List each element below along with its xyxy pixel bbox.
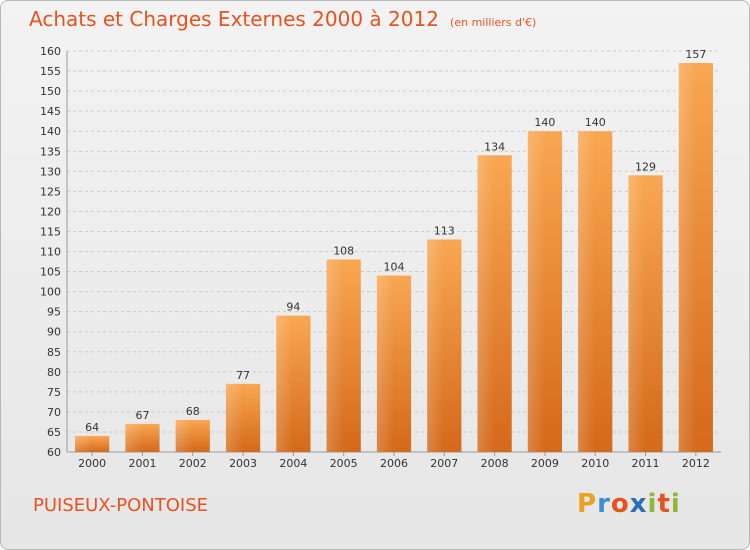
x-tick-label: 2000 [78, 457, 106, 470]
y-tick-label: 150 [40, 85, 61, 98]
y-tick-label: 90 [47, 326, 61, 339]
bar-highlight [326, 259, 344, 452]
bar-group [175, 419, 210, 452]
y-tick-label: 120 [40, 205, 61, 218]
logo-letter: t [657, 489, 671, 519]
logo-letter: i [647, 489, 658, 519]
y-tick-label: 140 [40, 125, 61, 138]
data-label: 94 [286, 301, 300, 314]
y-tick-label: 125 [40, 185, 61, 198]
x-tick-label: 2005 [330, 457, 358, 470]
bar-highlight [376, 275, 394, 452]
x-tick-label: 2002 [179, 457, 207, 470]
bar-highlight [225, 383, 244, 452]
logo-letter: x [629, 489, 648, 519]
x-tick-label: 2006 [380, 457, 408, 470]
x-tick-label: 2007 [430, 457, 458, 470]
logo-letter: i [670, 489, 681, 519]
y-tick-label: 160 [40, 45, 61, 58]
x-tick-label: 2003 [229, 457, 257, 470]
chart-title: Achats et Charges Externes 2000 à 2012 [29, 7, 439, 31]
y-tick-label: 80 [47, 366, 61, 379]
bar-highlight [578, 131, 596, 452]
logo-letter: P [577, 489, 598, 519]
city-name: PUISEUX-PONTOISE [33, 495, 208, 516]
bar-highlight [75, 435, 93, 452]
x-tick-label: 2009 [531, 457, 559, 470]
bar-group [477, 155, 512, 452]
y-tick-label: 65 [47, 426, 61, 439]
bar-group [628, 175, 663, 452]
y-tick-label: 105 [40, 266, 61, 279]
bar-group [225, 383, 261, 452]
x-tick-label: 2010 [581, 457, 609, 470]
y-tick-label: 115 [40, 225, 61, 238]
x-tick-label: 2001 [128, 457, 156, 470]
y-tick-label: 70 [47, 406, 61, 419]
data-label: 113 [434, 224, 455, 237]
data-label: 67 [135, 409, 149, 422]
bar-highlight [678, 63, 696, 452]
y-tick-label: 130 [40, 165, 61, 178]
logo-letter: r [597, 489, 611, 519]
data-label: 129 [635, 160, 656, 173]
data-label: 108 [333, 245, 354, 258]
bar-group [578, 131, 613, 452]
bar-group [276, 315, 311, 452]
bar-group [678, 63, 713, 452]
chart-unit: (en milliers d'€) [450, 16, 537, 29]
bar-group [376, 275, 412, 452]
bar-highlight [175, 419, 193, 452]
bar-highlight [427, 239, 445, 452]
y-tick-label: 100 [40, 286, 61, 299]
logo-letter: o [610, 489, 630, 519]
bar-group [427, 239, 462, 452]
data-label: 140 [534, 116, 555, 129]
data-label: 140 [585, 116, 606, 129]
x-tick-label: 2012 [682, 457, 710, 470]
y-tick-label: 75 [47, 386, 61, 399]
y-tick-label: 155 [40, 65, 61, 78]
bar-group [125, 423, 160, 452]
x-tick-label: 2008 [481, 457, 509, 470]
bar-highlight [527, 131, 545, 452]
y-tick-label: 95 [47, 306, 61, 319]
data-label: 104 [384, 261, 405, 274]
y-tick-label: 110 [40, 246, 61, 259]
x-tick-label: 2004 [279, 457, 307, 470]
bar-highlight [276, 315, 294, 452]
y-tick-label: 85 [47, 346, 61, 359]
bar-highlight [477, 155, 495, 452]
data-label: 64 [85, 421, 99, 434]
chart-title-row: Achats et Charges Externes 2000 à 2012 (… [29, 7, 536, 31]
bar-group [527, 131, 563, 452]
bar-group [75, 435, 110, 452]
data-label: 134 [484, 140, 505, 153]
y-tick-label: 60 [47, 446, 61, 459]
data-label: 157 [685, 48, 706, 61]
proxiti-logo: Proxiti [577, 489, 681, 519]
bar-group [326, 259, 361, 452]
y-tick-label: 145 [40, 105, 61, 118]
y-tick-label: 135 [40, 145, 61, 158]
data-label: 77 [236, 369, 250, 382]
x-tick-label: 2011 [632, 457, 660, 470]
data-label: 68 [186, 405, 200, 418]
bar-highlight [628, 175, 646, 452]
bar-highlight [125, 423, 143, 452]
